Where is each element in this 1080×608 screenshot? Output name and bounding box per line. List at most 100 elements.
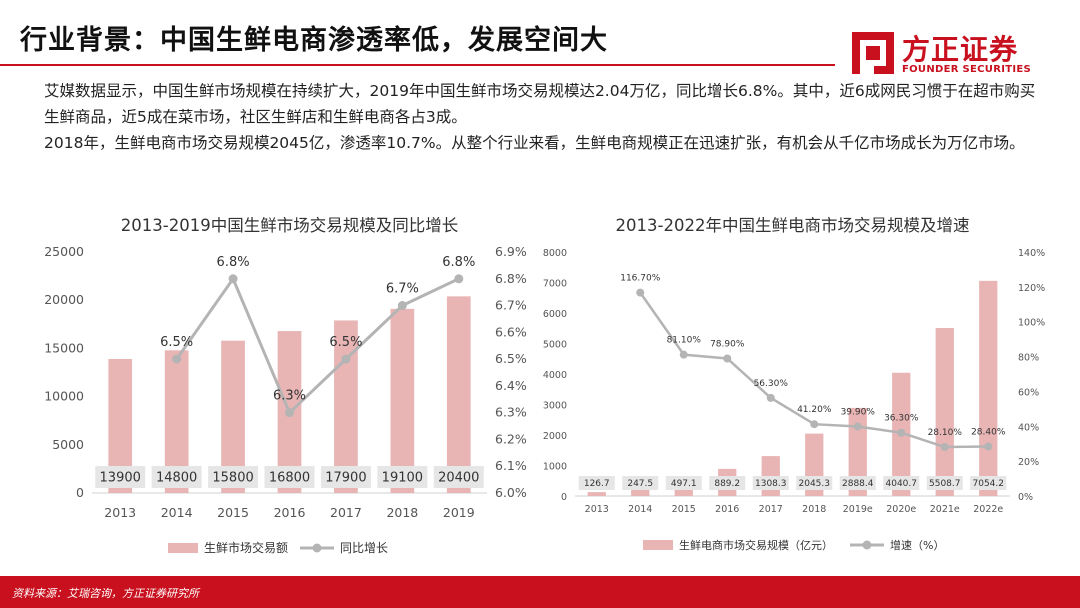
y-right-tick-label: 6.3% <box>495 405 527 420</box>
growth-value-label: 28.40% <box>971 428 1006 438</box>
title-underline <box>0 64 835 66</box>
bar-value-label: 4040.7 <box>886 479 918 489</box>
growth-value-label: 81.10% <box>667 336 702 346</box>
x-tick-label: 2014 <box>161 505 193 520</box>
bar-value-label-bg <box>926 476 963 490</box>
footer-bar: 资料来源：艾瑞咨询，方正证券研究所 <box>0 576 1080 608</box>
growth-point <box>285 408 294 418</box>
y-right-tick-label: 6.0% <box>495 485 527 500</box>
chart-fresh-market: 2013-2019中国生鲜市场交易规模及同比增长 0 5000 10000 15000 2… <box>44 216 527 555</box>
growth-value-label: 6.7% <box>386 282 419 297</box>
legend-bar-label: 生鲜电商市场交易规模（亿元） <box>679 538 833 552</box>
bar-value-label: 19100 <box>382 471 423 486</box>
bar-value-label: 7054.2 <box>973 479 1005 489</box>
bar <box>221 340 245 493</box>
growth-value-label: 6.8% <box>217 255 250 270</box>
growth-value-label: 36.30% <box>884 414 919 424</box>
bar-value-label: 2045.3 <box>799 479 831 489</box>
bar-value-label-bg <box>433 466 484 488</box>
y-left-tick-label: 6000 <box>543 309 567 320</box>
y-left-tick-label: 15000 <box>44 340 84 355</box>
bar-value-label: 889.2 <box>714 479 740 489</box>
x-tick-label: 2015 <box>217 505 249 520</box>
bar-value-label: 247.5 <box>627 479 653 489</box>
bar-value-label: 20400 <box>438 471 479 486</box>
bar-value-label-bg <box>151 466 202 488</box>
growth-value-label: 6.3% <box>273 389 306 404</box>
y-left-tick-label: 2000 <box>543 431 567 442</box>
x-tick-label: 2017 <box>759 504 783 515</box>
y-left-tick-label: 20000 <box>44 292 84 307</box>
founder-logo: 方正证券 FOUNDER SECURITIES <box>850 30 1070 80</box>
bar-value-label-bg <box>796 476 833 490</box>
bar <box>935 327 954 496</box>
y-right-tick-label: 120% <box>1018 283 1045 294</box>
growth-point <box>984 442 993 451</box>
y-right-tick-label: 80% <box>1018 353 1039 364</box>
bar-value-label-bg <box>208 466 259 488</box>
growth-value-label: 41.20% <box>797 405 832 415</box>
bar-value-label: 15800 <box>212 471 253 486</box>
chart-fresh-ecommerce: 2013-2022年中国生鲜电商市场交易规模及增速 0 1000 2000 3000 40… <box>543 216 1045 552</box>
logo-mark-icon <box>852 32 894 74</box>
x-tick-label: 2015 <box>672 504 696 515</box>
x-tick-label: 2016 <box>274 505 306 520</box>
x-tick-label: 2016 <box>715 504 739 515</box>
bar-value-label-bg <box>970 476 1007 490</box>
growth-point <box>341 354 351 364</box>
bar-value-label-bg <box>839 476 876 490</box>
bar-value-label: 16800 <box>269 471 310 486</box>
growth-point <box>172 354 182 364</box>
growth-point <box>679 350 688 359</box>
legend-bar-swatch <box>168 543 198 553</box>
bar-value-label-bg <box>752 476 789 490</box>
y-left-tick-label: 25000 <box>44 244 84 259</box>
y-left-tick-label: 5000 <box>543 340 567 351</box>
bar <box>108 359 133 493</box>
growth-value-label: 56.30% <box>754 379 789 389</box>
intro-text: 艾媒数据显示，中国生鲜市场规模在持续扩大，2019年中国生鲜市场交易规模达2.0… <box>44 78 1044 156</box>
x-tick-label: 2013 <box>585 504 609 515</box>
bar-value-label: 17900 <box>325 471 366 486</box>
page-title: 行业背景：中国生鲜电商渗透率低，发展空间大 <box>20 25 608 56</box>
y-right-tick-label: 0% <box>1018 492 1033 503</box>
growth-point <box>636 288 645 297</box>
source-note: 资料来源：艾瑞咨询，方正证券研究所 <box>12 587 199 600</box>
legend-bar-label: 生鲜市场交易额 <box>204 540 288 555</box>
growth-point <box>454 274 464 284</box>
legend-line-marker <box>862 540 872 550</box>
growth-value-label: 6.8% <box>442 255 475 270</box>
growth-value-label: 39.90% <box>841 407 876 417</box>
x-tick-label: 2014 <box>628 504 652 515</box>
y-left-tick-label: 4000 <box>543 370 567 381</box>
legend-line-marker <box>312 543 322 553</box>
bar-value-label-bg <box>883 476 920 490</box>
x-tick-label: 2018 <box>802 504 826 515</box>
legend-bar-swatch <box>643 540 673 550</box>
y-right-tick-label: 6.1% <box>495 458 527 473</box>
growth-point <box>940 443 949 452</box>
y-left-tick-label: 3000 <box>543 401 567 412</box>
x-tick-label: 2021e <box>930 504 960 515</box>
y-right-tick-label: 6.7% <box>495 298 527 313</box>
growth-point <box>766 393 775 402</box>
bar-value-label: 2888.4 <box>842 479 874 489</box>
bar-value-label-bg <box>578 476 615 490</box>
bar-value-label: 497.1 <box>671 479 697 489</box>
growth-point <box>723 354 732 363</box>
growth-value-label: 78.90% <box>710 339 745 349</box>
y-right-tick-label: 6.2% <box>495 431 527 446</box>
growth-point <box>897 428 906 437</box>
bar-value-label-bg <box>709 476 746 490</box>
chart-title: 2013-2019中国生鲜市场交易规模及同比增长 <box>121 216 458 235</box>
intro-paragraph-2: 2018年，生鲜电商市场交易规模2045亿，渗透率10.7%。从整个行业来看，生… <box>44 134 1025 152</box>
y-right-tick-label: 6.9% <box>495 244 527 259</box>
bar <box>979 280 998 496</box>
x-tick-label: 2013 <box>104 505 136 520</box>
y-left-tick-label: 7000 <box>543 279 567 290</box>
x-tick-label: 2018 <box>386 505 418 520</box>
y-right-tick-label: 6.5% <box>495 351 527 366</box>
y-right-tick-label: 140% <box>1018 248 1045 259</box>
growth-value-label: 116.70% <box>620 274 660 284</box>
bar <box>390 308 415 493</box>
